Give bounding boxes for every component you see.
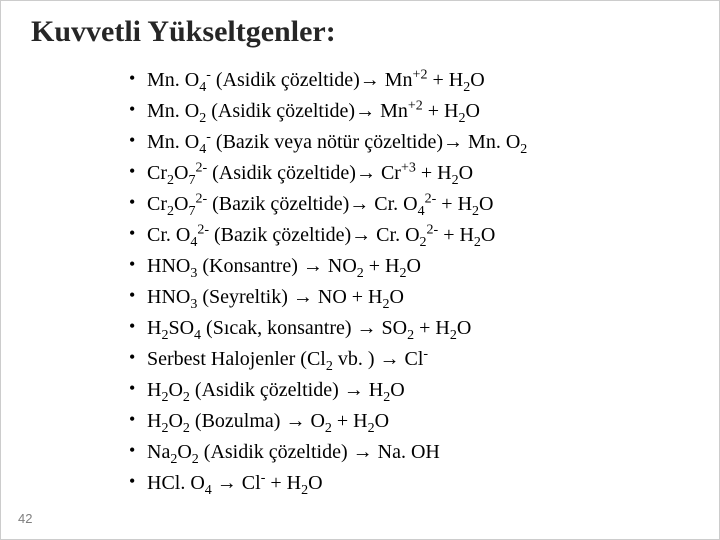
- bullet-item: Mn. O2 (Asidik çözeltide)→ Mn+2 + H2O: [129, 96, 695, 127]
- bullet-item: Mn. O4- (Asidik çözeltide)→ Mn+2 + H2O: [129, 65, 695, 96]
- bullet-item: Serbest Halojenler (Cl2 vb. ) → Cl-: [129, 344, 695, 375]
- bullet-item: Mn. O4- (Bazik veya nötür çözeltide)→ Mn…: [129, 127, 695, 158]
- bullet-item: Cr2O72- (Bazik çözeltide)→ Cr. O42- + H2…: [129, 189, 695, 220]
- slide-title: Kuvvetli Yükseltgenler:: [31, 15, 695, 49]
- bullet-item: Cr2O72- (Asidik çözeltide)→ Cr+3 + H2O: [129, 158, 695, 189]
- bullet-item: H2SO4 (Sıcak, konsantre) → SO2 + H2O: [129, 313, 695, 344]
- bullet-item: H2O2 (Bozulma) → O2 + H2O: [129, 406, 695, 437]
- bullet-item: HCl. O4 → Cl- + H2O: [129, 468, 695, 499]
- bullet-item: H2O2 (Asidik çözeltide) → H2O: [129, 375, 695, 406]
- bullet-list: Mn. O4- (Asidik çözeltide)→ Mn+2 + H2OMn…: [129, 65, 695, 499]
- bullet-item: Cr. O42- (Bazik çözeltide)→ Cr. O22- + H…: [129, 220, 695, 251]
- bullet-item: Na2O2 (Asidik çözeltide) → Na. OH: [129, 437, 695, 468]
- bullet-item: HNO3 (Seyreltik) → NO + H2O: [129, 282, 695, 313]
- slide-container: Kuvvetli Yükseltgenler: Mn. O4- (Asidik …: [0, 0, 720, 540]
- page-number: 42: [18, 511, 32, 526]
- bullet-item: HNO3 (Konsantre) → NO2 + H2O: [129, 251, 695, 282]
